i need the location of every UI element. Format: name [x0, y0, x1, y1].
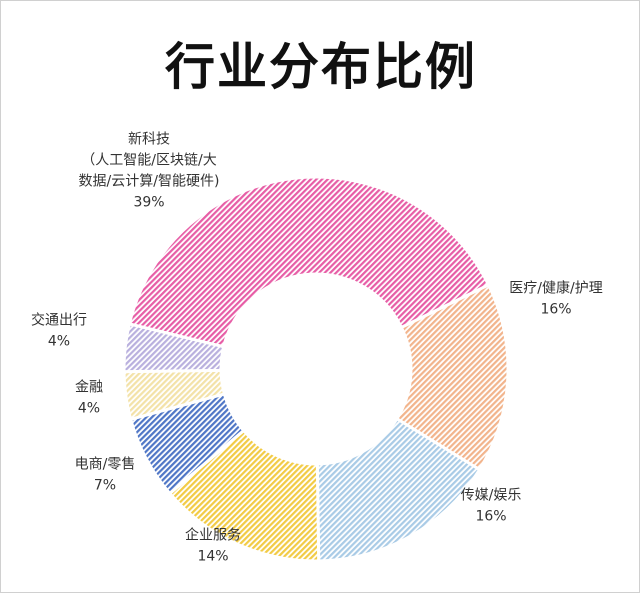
slice-category-label: 传媒/娱乐 — [461, 488, 522, 504]
slices — [122, 175, 510, 563]
slice-category-label: 交通出行 — [31, 312, 87, 329]
slice-percent-label: 7% — [94, 478, 116, 494]
slice-category-label: 金融 — [75, 380, 103, 396]
slice-0 — [394, 282, 510, 472]
slice-percent-label: 4% — [78, 401, 100, 417]
slice-percent-label: 4% — [48, 334, 70, 350]
chart-title: 行业分布比例 — [165, 37, 477, 96]
slice-percent-label: 14% — [197, 549, 228, 565]
slice-1 — [315, 416, 482, 563]
slice-6 — [127, 175, 491, 349]
slice-percent-label: 16% — [540, 302, 571, 318]
slice-labels: 医疗/健康/护理 16% 传媒/娱乐 16% 企业服务 14% 电商/零售 7% 金融 4% 交通出… — [31, 132, 603, 565]
slice-category-label: 医疗/健康/护理 — [509, 280, 602, 297]
slice-category-label: 新科技 — [128, 132, 170, 148]
slice-percent-label: 16% — [475, 509, 506, 525]
slice-category-label: 企业服务 — [185, 527, 241, 544]
slice-category-label: （人工智能/区块链/大 — [81, 153, 216, 169]
slice-category-label: 数据/云计算/智能硬件) — [79, 174, 220, 190]
slice-percent-label: 39% — [133, 195, 164, 211]
slice-category-label: 电商/零售 — [75, 457, 136, 473]
